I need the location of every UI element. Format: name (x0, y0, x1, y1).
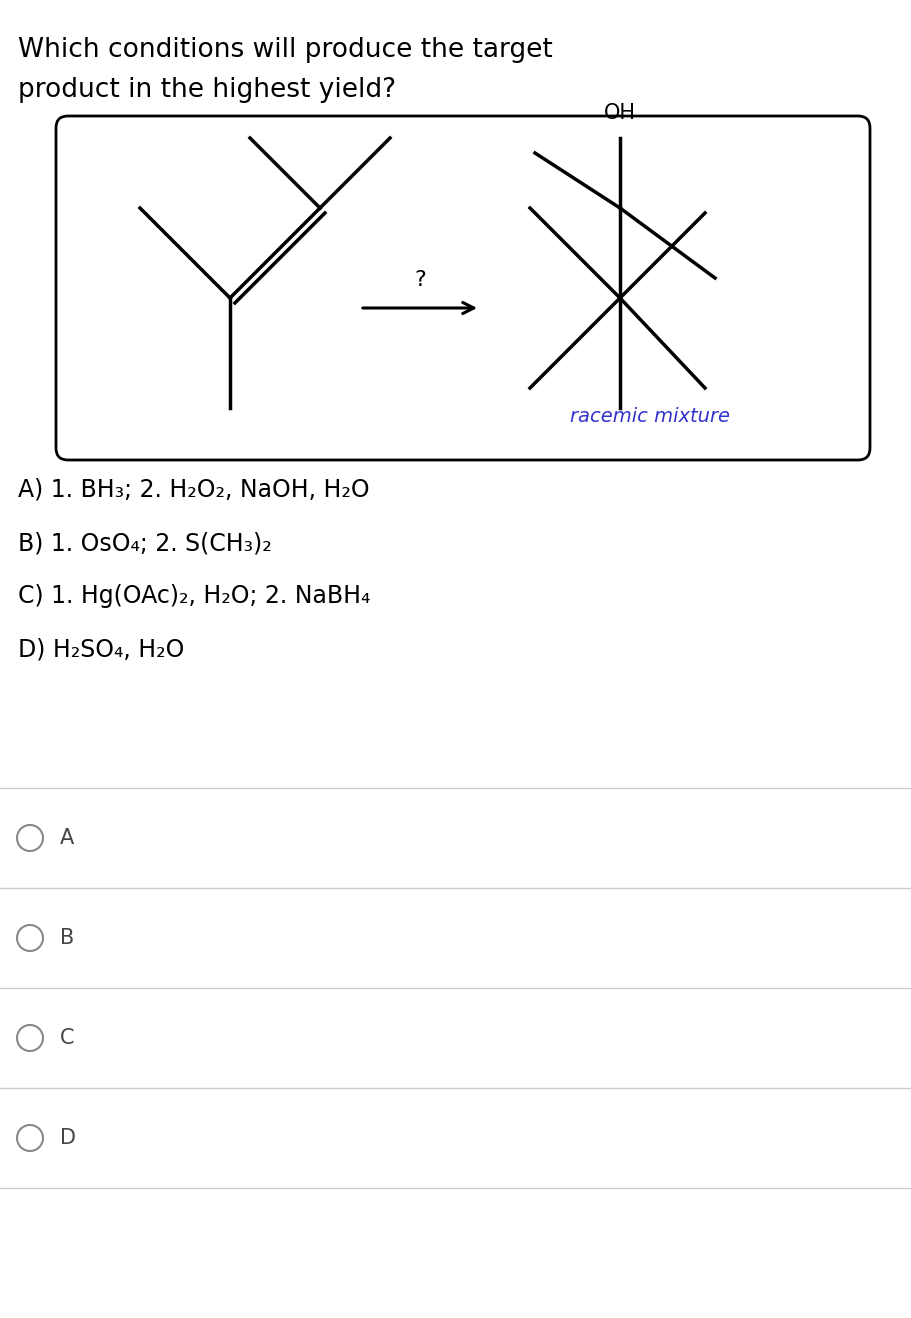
Text: Which conditions will produce the target: Which conditions will produce the target (18, 37, 553, 63)
Text: C: C (60, 1028, 75, 1048)
Text: ?: ? (415, 270, 425, 290)
Text: A: A (60, 828, 75, 847)
Text: OH: OH (604, 103, 636, 123)
Text: C) 1. Hg(OAc)₂, H₂O; 2. NaBH₄: C) 1. Hg(OAc)₂, H₂O; 2. NaBH₄ (18, 584, 371, 608)
Text: B) 1. OsO₄; 2. S(CH₃)₂: B) 1. OsO₄; 2. S(CH₃)₂ (18, 531, 271, 555)
Text: D: D (60, 1128, 76, 1148)
Text: A) 1. BH₃; 2. H₂O₂, NaOH, H₂O: A) 1. BH₃; 2. H₂O₂, NaOH, H₂O (18, 478, 370, 502)
Text: B: B (60, 928, 75, 948)
Text: product in the highest yield?: product in the highest yield? (18, 76, 396, 103)
Text: racemic mixture: racemic mixture (570, 406, 730, 426)
Text: D) H₂SO₄, H₂O: D) H₂SO₄, H₂O (18, 637, 184, 662)
FancyBboxPatch shape (56, 116, 870, 460)
